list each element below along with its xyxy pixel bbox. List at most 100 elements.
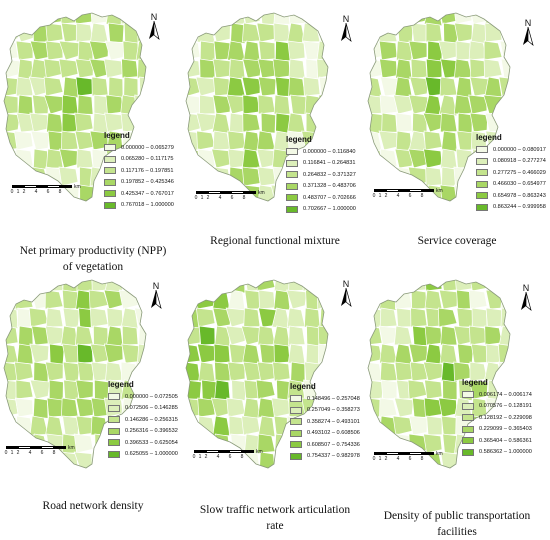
district-polygon bbox=[29, 379, 51, 400]
legend-range-label: 0.256316 – 0.396532 bbox=[125, 428, 178, 435]
district-polygon bbox=[79, 184, 95, 201]
legend-item: 0.000000 – 0.080917 bbox=[476, 144, 546, 156]
legend-item: 0.257049 – 0.358273 bbox=[290, 405, 360, 417]
district-polygon bbox=[271, 397, 291, 418]
district-polygon bbox=[485, 307, 503, 328]
legend-swatch bbox=[476, 203, 488, 211]
scale-tick-label: 1 bbox=[200, 195, 204, 201]
district-polygon bbox=[453, 166, 473, 187]
scale-tick-label: 8 bbox=[420, 456, 424, 462]
district-polygon bbox=[368, 343, 383, 364]
legend-swatch bbox=[290, 406, 302, 414]
district-polygon bbox=[31, 325, 50, 346]
scale-tick-label: 6 bbox=[408, 456, 412, 462]
district-polygon bbox=[242, 58, 262, 79]
district-polygon bbox=[13, 130, 34, 151]
choropleth-map bbox=[185, 12, 329, 202]
district-polygon bbox=[425, 58, 443, 79]
district-polygon bbox=[378, 40, 398, 61]
scale-tick-label: 1 bbox=[10, 450, 14, 456]
legend-item: 0.256316 – 0.396532 bbox=[108, 426, 178, 438]
district-polygon bbox=[241, 13, 261, 25]
district-polygon bbox=[186, 343, 201, 364]
region-outline bbox=[3, 279, 147, 469]
district-polygon bbox=[288, 280, 306, 292]
map-legend: legend 0.000000 – 0.065279 0.065280 – 0.11… bbox=[104, 131, 174, 211]
district-polygon bbox=[4, 166, 20, 187]
district-polygon bbox=[48, 379, 64, 401]
district-polygon bbox=[378, 166, 398, 187]
scale-tick-label: 0 bbox=[372, 456, 376, 462]
scale-unit: km bbox=[258, 190, 265, 196]
district-polygon bbox=[228, 58, 246, 79]
legend-item: 0.365404 – 0.586361 bbox=[462, 435, 532, 447]
district-polygon bbox=[255, 379, 276, 400]
scale-tick-label: 8 bbox=[242, 195, 246, 201]
legend-range-label: 0.070576 – 0.128191 bbox=[479, 403, 532, 410]
district-polygon bbox=[45, 22, 64, 43]
district-polygon bbox=[92, 112, 109, 134]
legend-item: 0.065280 – 0.117175 bbox=[104, 154, 174, 166]
district-polygon bbox=[423, 148, 443, 169]
district-polygon bbox=[438, 94, 458, 117]
district-polygon bbox=[273, 22, 291, 43]
legend-range-label: 0.767018 – 1.000000 bbox=[121, 202, 174, 209]
district-polygon bbox=[16, 343, 34, 365]
district-polygon bbox=[259, 343, 277, 364]
scale-tick-label: 4 bbox=[396, 456, 400, 462]
scale-tick-label: 4 bbox=[216, 454, 220, 460]
district-polygon bbox=[368, 379, 384, 400]
district-polygon bbox=[272, 58, 291, 79]
district-polygon bbox=[425, 343, 443, 366]
north-arrow-icon: N bbox=[336, 15, 356, 45]
legend-item: 0.116841 – 0.264831 bbox=[286, 158, 356, 170]
district-polygon bbox=[424, 280, 443, 292]
district-polygon bbox=[32, 397, 49, 419]
district-polygon bbox=[241, 415, 261, 436]
scale-bar: 0 1 2 4 6 8 km bbox=[372, 451, 443, 462]
legend-swatch bbox=[290, 452, 302, 460]
district-polygon bbox=[393, 94, 413, 115]
district-polygon bbox=[29, 415, 49, 436]
scale-tick-label: 0 bbox=[192, 454, 196, 460]
legend-swatch bbox=[462, 448, 474, 456]
legend-swatch bbox=[462, 391, 474, 399]
legend-range-label: 0.000000 – 0.072505 bbox=[125, 393, 178, 400]
district-polygon bbox=[302, 280, 321, 292]
legend-item: 0.371328 – 0.483706 bbox=[286, 181, 356, 193]
district-polygon bbox=[230, 22, 246, 44]
district-polygon bbox=[62, 361, 81, 382]
region-outline bbox=[367, 279, 511, 469]
district-polygon bbox=[382, 13, 398, 25]
district-polygon bbox=[274, 433, 291, 455]
legend-swatch bbox=[462, 425, 474, 433]
district-polygon bbox=[75, 22, 94, 43]
legend-range-label: 0.396533 – 0.625054 bbox=[125, 439, 178, 446]
legend-swatch bbox=[290, 418, 302, 426]
district-polygon bbox=[77, 94, 94, 115]
district-polygon bbox=[196, 289, 216, 310]
district-polygon bbox=[94, 433, 110, 456]
district-polygon bbox=[411, 22, 429, 43]
district-polygon bbox=[275, 76, 292, 97]
legend-range-label: 0.229099 – 0.365403 bbox=[479, 426, 532, 433]
district-polygon bbox=[73, 433, 94, 454]
caption-line: rate bbox=[266, 520, 284, 532]
scale-bar: 0 1 2 4 6 8 km bbox=[195, 190, 265, 201]
district-polygon bbox=[91, 76, 109, 97]
district-polygon bbox=[242, 94, 261, 115]
district-polygon bbox=[425, 22, 443, 43]
legend-item: 0.625055 – 1.000000 bbox=[108, 449, 178, 461]
scale-tick-label: 2 bbox=[384, 456, 388, 462]
district-polygon bbox=[199, 40, 216, 61]
district-polygon bbox=[484, 325, 503, 346]
legend-swatch bbox=[462, 437, 474, 445]
scale-tick-label: 4 bbox=[34, 189, 38, 195]
scale-bar: 0 1 2 4 6 8 km bbox=[11, 184, 81, 195]
scale-tick-label: 1 bbox=[198, 454, 202, 460]
district-polygon bbox=[105, 94, 124, 115]
district-polygon bbox=[290, 361, 306, 383]
